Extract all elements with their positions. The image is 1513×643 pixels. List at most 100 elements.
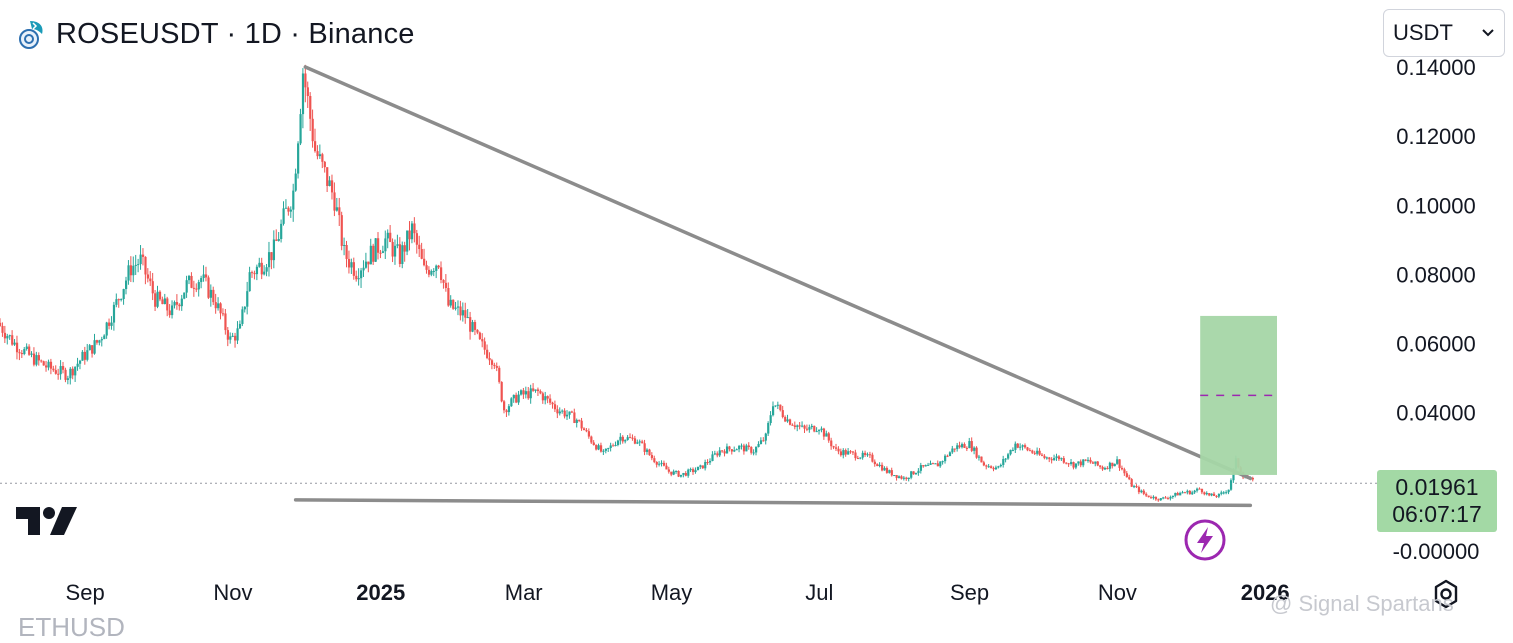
candle: [975, 446, 978, 459]
candle-body: [578, 419, 581, 421]
candle-body: [260, 262, 263, 275]
candle-body: [1196, 488, 1199, 491]
candle: [626, 435, 629, 441]
candle: [391, 238, 394, 263]
candle: [1101, 465, 1104, 471]
candle-body: [362, 267, 365, 271]
candle: [132, 256, 135, 283]
candle-body: [137, 264, 140, 266]
candle: [1220, 490, 1223, 496]
candle: [54, 365, 57, 375]
candle: [1183, 491, 1187, 494]
candle-body: [1089, 459, 1092, 463]
candle: [1060, 457, 1063, 461]
time-tick-label: Nov: [1098, 580, 1137, 605]
candle: [592, 440, 595, 446]
candle: [665, 462, 668, 470]
candle-body: [360, 270, 363, 279]
candle-body: [958, 445, 961, 448]
candle-body: [30, 353, 33, 355]
candle-body: [318, 154, 322, 157]
candle-body: [1128, 477, 1131, 480]
candle-body: [134, 264, 137, 266]
candle-body: [1133, 486, 1136, 488]
candle-body: [253, 273, 256, 275]
candle: [505, 409, 508, 418]
candle-body: [725, 446, 729, 454]
candle-body: [350, 262, 353, 268]
candle-body: [704, 462, 707, 469]
candle-body: [243, 306, 246, 310]
candle: [948, 451, 952, 457]
candle: [209, 284, 213, 307]
candle-body: [1198, 488, 1201, 490]
candle-body: [139, 254, 142, 265]
candle: [522, 387, 525, 399]
candle: [534, 389, 537, 393]
gear-icon[interactable]: [1430, 578, 1462, 610]
candle-body: [0, 322, 2, 326]
candle: [1217, 493, 1221, 499]
candle: [333, 182, 336, 217]
candle-body: [367, 261, 370, 265]
candle-body: [568, 411, 571, 415]
candle-body: [556, 409, 559, 414]
candle: [636, 439, 639, 445]
candle-body: [825, 433, 828, 437]
candle: [270, 252, 273, 270]
candle-body: [956, 445, 959, 450]
candle-body: [444, 282, 448, 289]
candle-body: [93, 340, 96, 354]
lightning-bolt-icon[interactable]: [1183, 518, 1227, 562]
candle: [1164, 495, 1167, 499]
candle-body: [1086, 459, 1090, 461]
candle: [682, 472, 685, 478]
candle: [1179, 491, 1182, 496]
candle: [127, 260, 130, 285]
candle: [745, 443, 748, 452]
candle-body: [6, 336, 9, 339]
candle-body: [851, 451, 855, 453]
candle-body: [505, 410, 508, 413]
currency-selector[interactable]: USDT: [1383, 9, 1505, 57]
candle: [815, 427, 818, 433]
candle: [471, 319, 474, 333]
candle: [1229, 478, 1233, 491]
candle: [248, 266, 251, 292]
candle-body: [132, 265, 135, 276]
price-chart[interactable]: 0.14000 0.12000 0.10000 0.08000 0.06000 0.040…: [0, 0, 1513, 630]
candle: [670, 471, 673, 477]
candle: [694, 467, 697, 474]
candle: [355, 270, 358, 282]
candle-body: [251, 272, 254, 274]
candle-body: [859, 457, 862, 459]
candle: [866, 452, 869, 457]
candle-body: [282, 208, 285, 224]
candle-body: [1094, 461, 1097, 464]
candle-body: [1077, 461, 1080, 464]
candle-body: [951, 448, 954, 453]
candle-body: [185, 280, 188, 293]
candle: [115, 293, 118, 308]
candle-body: [166, 298, 169, 311]
tradingview-logo-icon[interactable]: [16, 505, 78, 537]
candle-body: [231, 335, 234, 337]
candle: [503, 399, 506, 414]
candle-body: [590, 436, 593, 443]
candle: [977, 454, 981, 461]
trendline: [293, 498, 1253, 508]
candle: [275, 229, 278, 242]
candle-body: [1145, 493, 1148, 496]
candle-body: [536, 389, 540, 392]
candle: [687, 468, 690, 478]
candle-body: [558, 411, 561, 414]
candle: [839, 448, 843, 457]
candle-body: [1084, 459, 1087, 461]
candle-body: [195, 288, 198, 290]
candle-body: [1101, 466, 1104, 470]
candle: [183, 292, 186, 300]
candle-body: [309, 96, 312, 119]
candle: [1120, 465, 1124, 471]
candle: [859, 457, 862, 460]
candle-body: [466, 317, 469, 319]
